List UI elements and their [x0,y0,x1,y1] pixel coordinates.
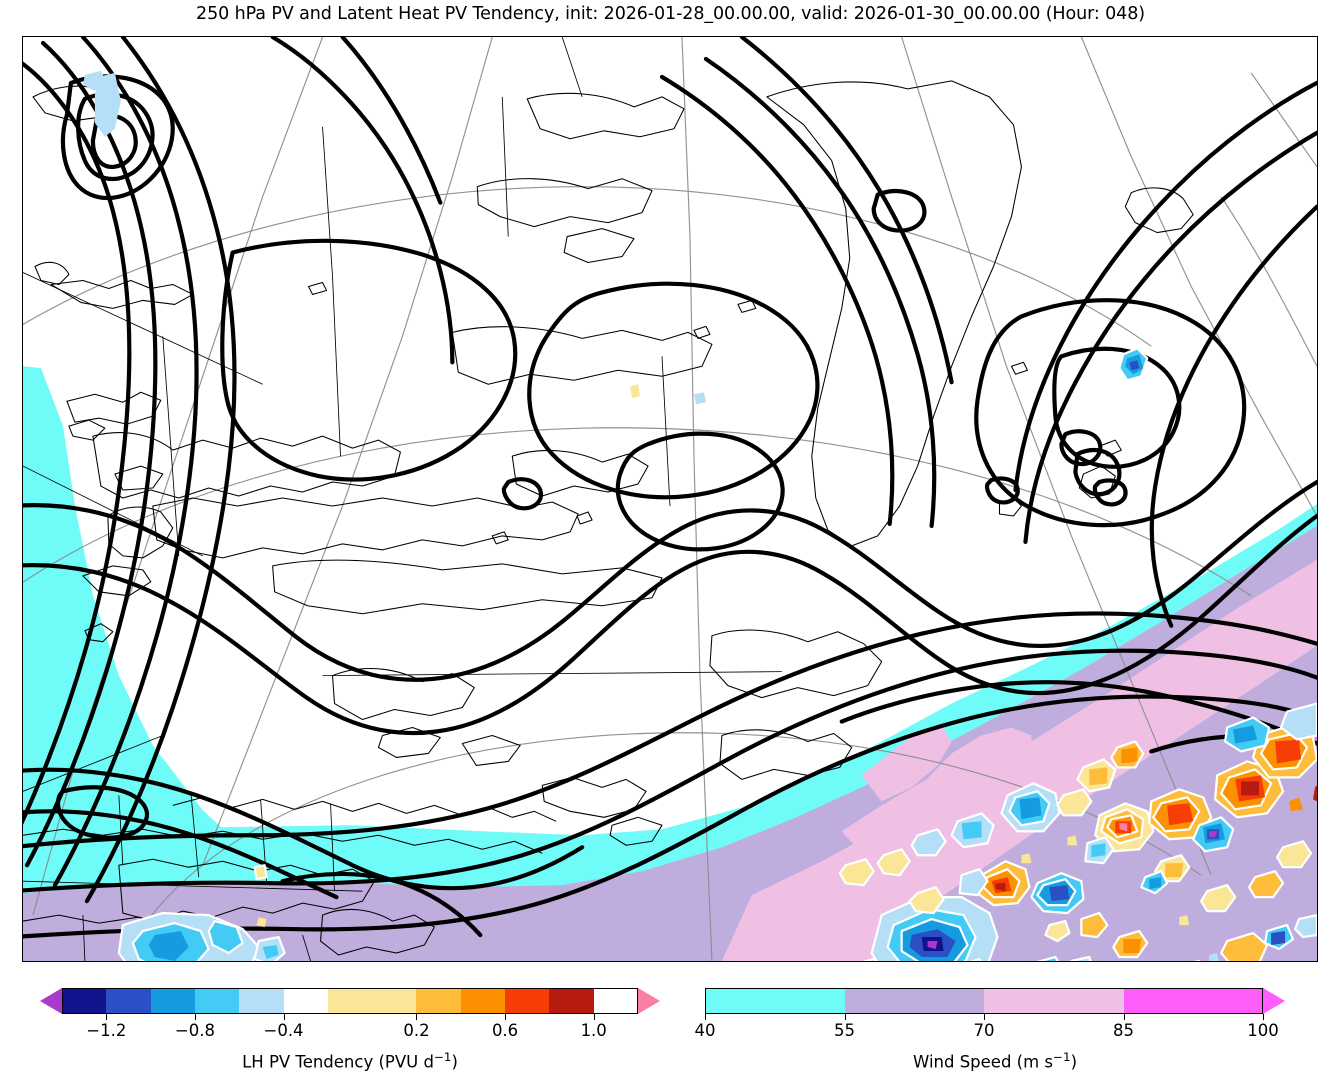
colorbar-segment [194,988,240,1014]
colorbar-segment [844,988,985,1014]
map-canvas [23,37,1317,961]
colorbar-tick [505,1014,507,1020]
colorbar-segment [239,988,285,1014]
colorbar-tick-label: 0.6 [491,1021,519,1040]
cb2-title-text: Wind Speed (m s [913,1052,1054,1072]
colorbar-lh-pv-tendency-bar[interactable] [40,988,660,1014]
colorbar-wind-speed-bar[interactable] [705,988,1285,1014]
page-title: 250 hPa PV and Latent Heat PV Tendency, … [196,4,1145,24]
colorbar-segment [705,988,846,1014]
colorbar-tick-label: 55 [834,1021,855,1040]
colorbar-wind-speed-title: Wind Speed (m s−1) [705,1050,1285,1072]
colorbar-tick [984,1014,985,1020]
colorbar-wind-speed-ticks: 40 55 70 85 100 [695,1014,1285,1048]
map-plot-area[interactable] [22,36,1318,962]
cb1-title-exp: −1 [433,1050,452,1064]
colorbar-segment [327,988,418,1014]
colorbar-tick-label: −0.4 [263,1021,304,1040]
colorbar-tick-label: −0.8 [174,1021,215,1040]
colorbar-lh-pv-tendency: −1.2 −0.8 −0.4 0.2 0.6 1.0 LH PV Tendency (PV… [40,988,660,1072]
colorbar-tick-label: 0.2 [403,1021,430,1040]
cb2-title-exp: −1 [1053,1050,1071,1064]
colorbar-segment [505,988,550,1014]
colorbar-extend-min [40,988,62,1014]
colorbar-segment [549,988,595,1014]
colorbar-lh-pv-tendency-title: LH PV Tendency (PVU d−1) [40,1050,660,1072]
cb1-title-text: LH PV Tendency (PVU d [242,1052,434,1072]
colorbar-segment [283,988,329,1014]
colorbar-tick [106,1014,108,1020]
colorbar-segment [460,988,506,1014]
colorbar-tick-label: 100 [1247,1021,1279,1040]
colorbar-tick [844,1014,846,1020]
cb2-title-tail: ) [1070,1052,1077,1072]
pv-contour-layer [23,37,1317,939]
colorbar-segment [150,988,196,1014]
colorbar-tick-label: 40 [694,1021,716,1040]
colorbar-tick [1263,1014,1264,1020]
colorbar-extend-max [1263,988,1285,1014]
colorbar-segment [984,988,1125,1014]
colorbar-tick [593,1014,595,1020]
colorbar-segment [416,988,462,1014]
colorbar-tick-label: −1.2 [86,1021,127,1040]
colorbar-tick [1123,1014,1125,1020]
colorbar-tick-label: 85 [1113,1021,1134,1040]
colorbar-tick [283,1014,285,1020]
lh-pv-tendency-layer [82,70,1317,961]
cb1-title-tail: ) [451,1052,458,1072]
colorbar-segment [106,988,152,1014]
coastline-layer [23,37,1194,961]
colorbar-tick-label: 1.0 [580,1021,607,1040]
colorbar-tick-label: 70 [973,1021,995,1040]
colorbar-tick [194,1014,196,1020]
colorbar-tick [416,1014,418,1020]
colorbar-extend-max [638,988,660,1014]
colorbar-wind-speed: 40 55 70 85 100 Wind Speed (m s−1) [695,988,1285,1072]
colorbar-segment [1123,988,1264,1014]
colorbar-segment [62,988,107,1014]
colorbar-lh-pv-tendency-ticks: −1.2 −0.8 −0.4 0.2 0.6 1.0 [40,1014,660,1048]
colorbar-tick [705,1014,706,1020]
